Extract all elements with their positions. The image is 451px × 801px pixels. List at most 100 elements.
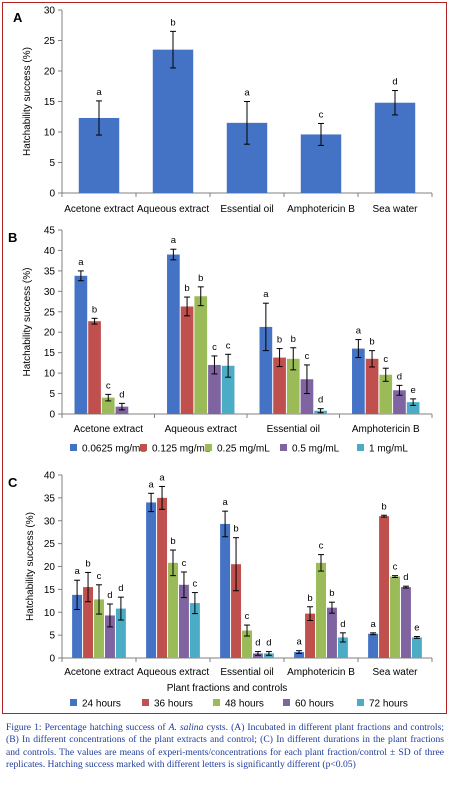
panel-c-ytick-label: 5 (49, 631, 55, 642)
panel-a-significance-letter: c (319, 109, 324, 120)
panel-b-category-label: Essential oil (267, 424, 320, 435)
panel-b-ytick-label: 40 (44, 246, 56, 257)
panel-b-significance-letter: c (212, 342, 217, 353)
panel-c-significance-letter: a (370, 619, 376, 630)
panel-b-ytick-label: 45 (44, 226, 56, 237)
panel-b-label: B (8, 230, 17, 245)
panel-c-ytick-label: 10 (44, 608, 56, 619)
caption-body: cysts. (A) Incubated in different plant … (6, 722, 444, 770)
panel-c-bar (189, 603, 200, 658)
panel-b-bar (208, 364, 221, 414)
figure-caption: Figure 1: Percentage hatching success of… (6, 722, 444, 771)
panel-c-significance-letter: a (148, 479, 154, 490)
panel-b-significance-letter: c (226, 340, 231, 351)
panel-b-bar (286, 358, 300, 414)
panel-b-legend-swatch (357, 444, 364, 451)
panel-b-significance-letter: d (318, 395, 323, 406)
panel-c-bar (231, 564, 242, 658)
panel-b-legend-label: 0.125 mg/mL (152, 444, 211, 455)
panel-b-legend-swatch (140, 444, 147, 451)
panel-b-significance-letter: b (277, 335, 282, 346)
panel-c-significance-letter: c (97, 571, 102, 582)
panel-b-legend-label: 0.5 mg/mL (292, 444, 340, 455)
panel-b-significance-letter: d (119, 389, 124, 400)
panel-a-ytick-label: 30 (44, 6, 56, 17)
panel-c-significance-letter: d (266, 638, 271, 649)
panel-b-category-label: Amphotericin B (352, 424, 420, 435)
panel-b-ytick-label: 25 (44, 307, 56, 318)
panel-b-legend-swatch (70, 444, 77, 451)
panel-c-significance-letter: c (393, 562, 398, 573)
panel-c-category-label: Acetone extract (64, 667, 134, 678)
panel-c-ytick-label: 0 (49, 654, 55, 665)
panel-b-ytick-label: 15 (44, 348, 56, 359)
panel-b-bar (221, 365, 235, 414)
panel-c-category-label: Aqueous extract (137, 667, 209, 678)
panel-c-legend-swatch (142, 699, 149, 706)
panel-c-ytick-label: 15 (44, 585, 56, 596)
panel-b-bar (74, 275, 88, 414)
panel-a-ytick-label: 0 (49, 189, 55, 200)
panel-a-significance-letter: b (170, 17, 175, 28)
panel-c-legend-swatch (283, 699, 290, 706)
panel-b-significance-letter: b (369, 337, 374, 348)
panel-a-bar (152, 49, 194, 194)
panel-b-bar (88, 321, 101, 414)
panel-c-xlabel: Plant fractions and controls (167, 683, 288, 694)
panel-c-significance-letter: b (307, 593, 312, 604)
panel-a-category-label: Sea water (372, 204, 418, 215)
panel-a-ytick-label: 20 (44, 67, 56, 78)
panel-c-legend-label: 24 hours (82, 699, 121, 710)
panel-b-ytick-label: 35 (44, 266, 56, 277)
panel-b-bar (259, 326, 273, 414)
panel-a-significance-letter: a (96, 87, 102, 98)
panel-c-bar (220, 523, 231, 658)
panel-b-bar (393, 390, 406, 414)
panel-b-bar (101, 397, 115, 414)
panel-c-significance-letter: a (74, 566, 80, 577)
panel-b-bar (379, 374, 393, 414)
panel-c-significance-letter: d (107, 590, 112, 601)
panel-c-significance-letter: a (296, 637, 302, 648)
figure-frame (2, 2, 447, 714)
panel-a-ytick-label: 25 (44, 36, 56, 47)
panel-a-significance-letter: d (392, 77, 397, 88)
panel-c-bar (337, 637, 348, 658)
panel-c-bar (390, 576, 400, 658)
panel-c-bar (294, 652, 305, 658)
panel-c-bar (368, 633, 379, 658)
panel-c-ytick-label: 30 (44, 516, 56, 527)
panel-c-legend-label: 72 hours (369, 699, 408, 710)
panel-c-significance-letter: c (319, 541, 324, 552)
panel-b-significance-letter: e (410, 385, 415, 396)
panel-b-ytick-label: 0 (49, 410, 55, 421)
panel-a-category-label: Amphotericin B (287, 204, 355, 215)
panel-b-significance-letter: c (383, 354, 388, 365)
panel-b-ytick-label: 5 (49, 389, 55, 400)
panel-c-category-label: Amphotericin B (287, 667, 355, 678)
panel-c-legend-label: 60 hours (295, 699, 334, 710)
panel-c-bar (178, 584, 189, 658)
panel-b-category-label: Acetone extract (74, 424, 144, 435)
panel-c-bar (305, 613, 316, 658)
panel-a-ytick-label: 5 (49, 158, 55, 169)
panel-c-significance-letter: b (329, 588, 334, 599)
panel-a-ytick-label: 10 (44, 128, 56, 139)
panel-c-significance-letter: c (182, 558, 187, 569)
panel-a-category-label: Aqueous extract (137, 204, 209, 215)
panel-c-bar (379, 516, 390, 658)
panel-b-legend-swatch (280, 444, 287, 451)
panel-b-ylabel: Hatchability success (%) (22, 268, 33, 377)
panel-b-ytick-label: 20 (44, 328, 56, 339)
panel-c-bar (72, 594, 83, 658)
panel-c-category-label: Essential oil (220, 667, 273, 678)
panel-c-bar (326, 607, 337, 658)
panel-b-bar (365, 358, 379, 414)
panel-b-bar (194, 296, 208, 414)
panel-b-legend-label: 0.0625 mg/mL (82, 444, 146, 455)
panel-c-bar (316, 562, 326, 658)
panel-b-significance-letter: a (171, 235, 177, 246)
panel-c-significance-letter: a (222, 497, 228, 508)
panel-c-significance-letter: c (193, 579, 198, 590)
panel-c-legend-label: 36 hours (154, 699, 193, 710)
